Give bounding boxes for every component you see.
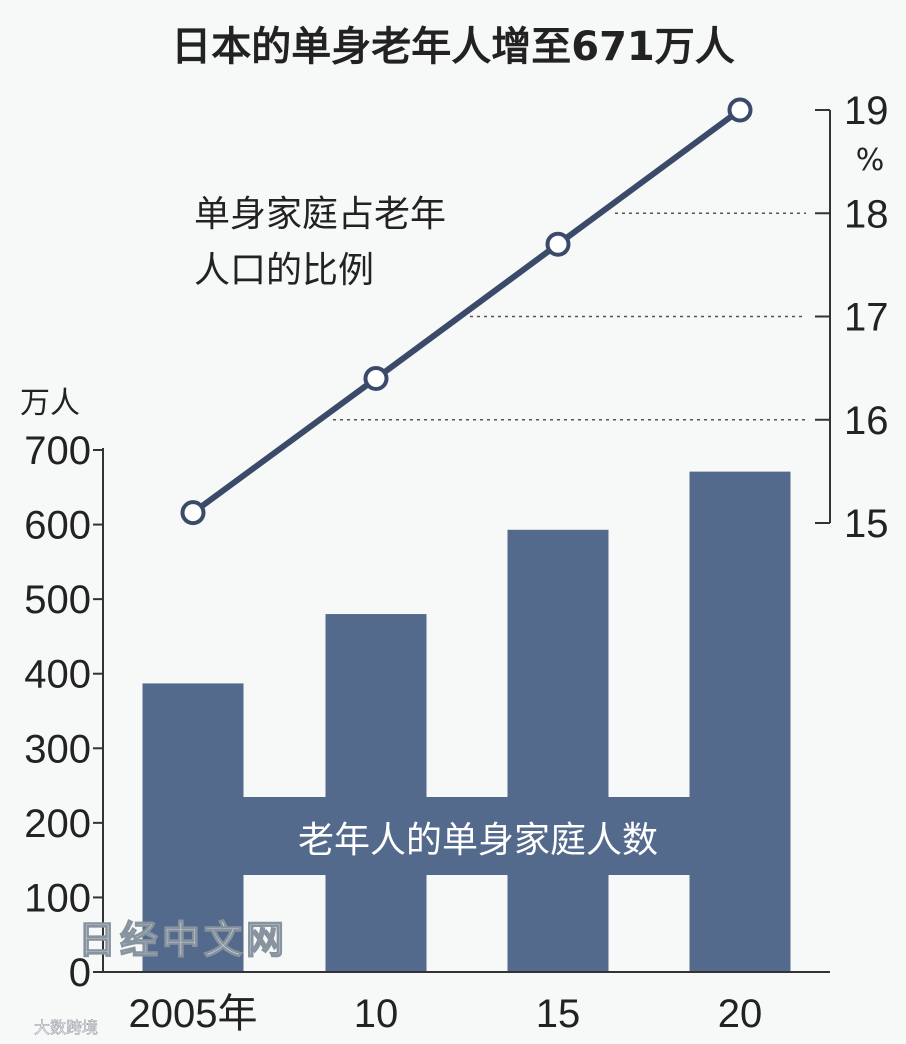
x-tick-label: 20 [718,992,763,1036]
right-axis-unit: % [856,143,885,178]
left-tick-label: 300 [24,727,91,771]
right-axis: % 15 16 17 18 19 [815,89,889,546]
left-tick-label: 700 [24,429,91,473]
x-tick-label: 10 [354,992,399,1036]
bar-series-label: 老年人的单身家庭人数 [298,820,658,861]
left-tick-label: 400 [24,653,91,697]
x-axis: 2005年 10 15 20 [103,971,830,1036]
line-label-line-1: 单身家庭占老年 [194,194,446,235]
bars [142,471,791,972]
bar-15 [507,529,609,972]
ratio-point-2005年 [180,500,206,526]
line-series-label: 单身家庭占老年 人口的比例 [194,194,446,291]
line-label-line-2: 人口的比例 [194,250,374,291]
left-tick-label: 600 [24,504,91,548]
ratio-point-15 [545,231,571,257]
bar-20 [689,471,791,972]
right-tick-label: 18 [844,192,889,236]
left-axis-unit: 万人 [20,386,80,421]
line-series [180,97,753,526]
bar-label-background [243,797,690,875]
left-tick-label: 100 [24,876,91,920]
right-tick-label: 16 [844,399,889,443]
x-tick-label: 2005年 [129,992,258,1036]
left-tick-label: 200 [24,802,91,846]
bar-series-label-box: 老年人的单身家庭人数 [243,797,690,875]
x-tick-label: 15 [536,992,581,1036]
ratio-point-20 [727,97,753,123]
ratio-point-10 [363,365,389,391]
right-tick-label: 15 [844,502,889,546]
ratio-line [191,107,742,516]
left-axis: 万人 0 100 200 300 400 500 600 700 [20,386,104,995]
chart-title: 日本的单身老年人增至671万人 [171,24,735,70]
right-tick-label: 17 [844,296,889,340]
bar-2005年 [142,683,244,972]
bar-10 [325,614,427,972]
left-tick-label: 500 [24,578,91,622]
grid-lines [333,212,806,421]
right-tick-label: 19 [844,89,889,133]
watermark-small: 大数跨境 [34,1018,98,1037]
left-tick-label: 0 [69,951,91,995]
watermark: 日经中文网 [78,918,288,962]
